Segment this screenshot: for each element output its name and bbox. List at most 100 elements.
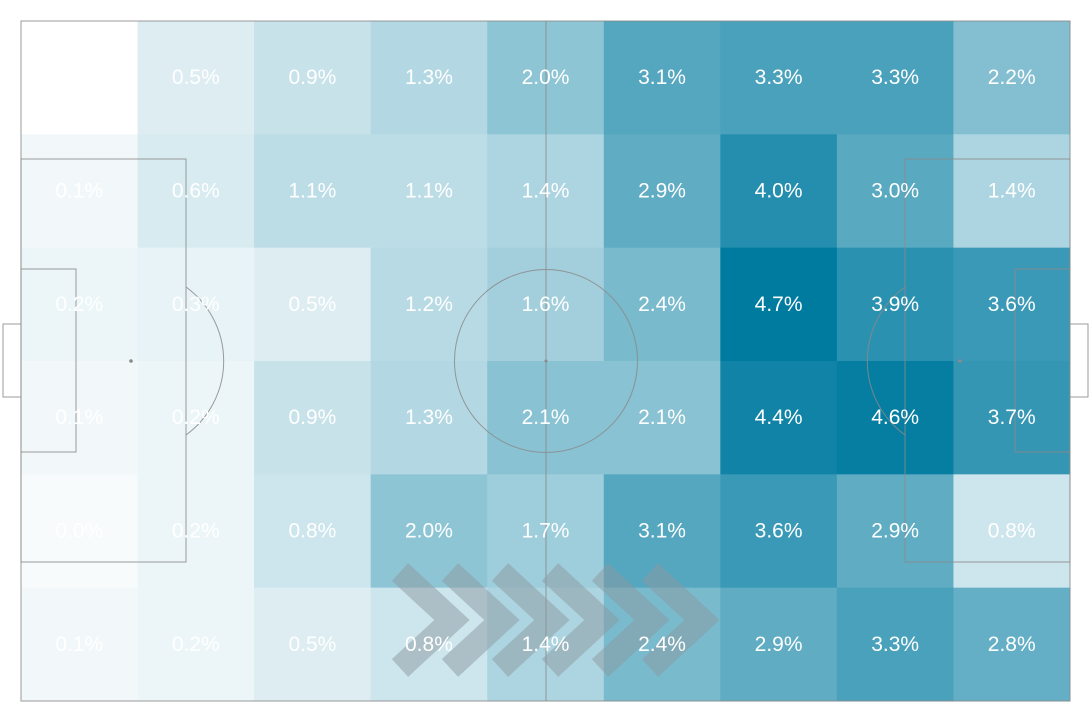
heatmap-cell <box>836 587 954 702</box>
right-goal <box>1069 323 1089 398</box>
cell-value-label: 2.0% <box>405 520 453 543</box>
attack-direction-arrows <box>391 563 720 677</box>
cell-value-label: 1.4% <box>522 180 570 203</box>
cell-value-label: 2.9% <box>871 520 919 543</box>
cell-value-label: 3.3% <box>755 66 803 89</box>
cell-value-label: 1.6% <box>522 293 570 316</box>
heatmap-cell <box>603 361 721 475</box>
heatmap-cell <box>720 21 838 135</box>
cell-value-label: 0.2% <box>55 293 103 316</box>
cell-value-label: 3.6% <box>755 520 803 543</box>
chevron-right-icon <box>441 563 520 677</box>
cell-value-label: 1.4% <box>522 633 570 656</box>
cell-value-label: 0.8% <box>988 520 1036 543</box>
heatmap-cell <box>21 474 139 589</box>
left-penalty-arc <box>185 286 225 436</box>
cell-value-label: 3.3% <box>871 633 919 656</box>
right-penalty-arc <box>866 286 906 436</box>
cell-value-label: 0.1% <box>55 633 103 656</box>
heatmap-cell <box>953 474 1071 589</box>
cell-value-label: 0.5% <box>172 66 220 89</box>
heatmap-cell <box>953 247 1071 362</box>
cell-value-label: 0.8% <box>288 520 336 543</box>
chevron-right-icon <box>491 563 570 677</box>
heatmap-cell <box>137 474 255 589</box>
heatmap-cell <box>370 247 488 362</box>
heatmap-cell <box>254 134 372 249</box>
cell-value-label: 2.0% <box>522 66 570 89</box>
heatmap-cell <box>836 474 954 589</box>
cell-value-label: 0.3% <box>172 293 220 316</box>
heatmap-cell <box>21 21 139 135</box>
cell-value-label: 0.2% <box>172 406 220 429</box>
cell-value-label: 3.0% <box>871 180 919 203</box>
heatmap-cell <box>137 587 255 702</box>
heatmap-cell <box>370 361 488 475</box>
cell-value-label: 0.5% <box>288 293 336 316</box>
chevron-right-icon <box>541 563 620 677</box>
chevron-right-icon <box>641 563 720 677</box>
cell-value-label: 2.9% <box>638 180 686 203</box>
cell-value-label: 0.9% <box>288 406 336 429</box>
left-goal <box>2 323 22 398</box>
cell-value-label: 0.2% <box>172 633 220 656</box>
pitch-markings <box>2 20 1089 702</box>
cell-value-label: 4.0% <box>755 180 803 203</box>
heatmap-cell <box>254 474 372 589</box>
chevron-right-icon <box>591 563 670 677</box>
cell-value-label: 1.7% <box>522 520 570 543</box>
cell-value-label: 3.1% <box>638 66 686 89</box>
cell-value-label: 0.9% <box>288 66 336 89</box>
cell-value-label: 3.6% <box>988 293 1036 316</box>
heatmap-cell <box>370 134 488 249</box>
heatmap-cell <box>137 361 255 475</box>
left-penalty-spot <box>129 359 133 363</box>
cell-value-label: 0.0% <box>55 520 103 543</box>
cell-value-label: 0.2% <box>172 520 220 543</box>
heatmap-cell <box>836 134 954 249</box>
heatmap-cell <box>836 21 954 135</box>
cell-value-label: 2.9% <box>755 633 803 656</box>
heatmap-cell <box>254 247 372 362</box>
heatmap-cell <box>21 587 139 702</box>
cell-value-label: 2.4% <box>638 633 686 656</box>
cell-value-label: 1.3% <box>405 406 453 429</box>
cell-value-label: 2.8% <box>988 633 1036 656</box>
heatmap-cell <box>836 247 954 362</box>
heatmap-cell <box>370 21 488 135</box>
cell-value-label: 1.3% <box>405 66 453 89</box>
cell-labels: 0.5% 0.9% 1.3% 2.0% 3.1% 3.3% 3.3% 2.2% 0.1% 0.6%… <box>55 66 1035 656</box>
heatmap-cell <box>953 21 1071 135</box>
cell-value-label: 4.4% <box>755 406 803 429</box>
cell-value-label: 1.1% <box>288 180 336 203</box>
cell-value-label: 2.4% <box>638 293 686 316</box>
heatmap-cell <box>836 361 954 475</box>
heatmap-cell <box>720 361 838 475</box>
cell-value-label: 3.1% <box>638 520 686 543</box>
heatmap-cell <box>720 474 838 589</box>
cell-value-label: 1.4% <box>988 180 1036 203</box>
heatmap-cell <box>720 247 838 362</box>
cell-value-label: 1.1% <box>405 180 453 203</box>
heatmap-cell <box>953 134 1071 249</box>
cell-value-label: 0.5% <box>288 633 336 656</box>
cell-value-label: 2.2% <box>988 66 1036 89</box>
cell-value-label: 3.9% <box>871 293 919 316</box>
centre-spot <box>544 359 548 363</box>
heatmap-cell <box>370 474 488 589</box>
cell-value-label: 0.1% <box>55 180 103 203</box>
cell-value-label: 2.1% <box>638 406 686 429</box>
cell-value-label: 3.3% <box>871 66 919 89</box>
cell-value-label: 2.1% <box>522 406 570 429</box>
cell-value-label: 3.7% <box>988 406 1036 429</box>
heatmap-cell <box>603 134 721 249</box>
heatmap-cell <box>21 361 139 475</box>
cell-value-label: 1.2% <box>405 293 453 316</box>
centre-circle <box>454 269 638 453</box>
heatmap-cell <box>254 361 372 475</box>
chevron-right-icon <box>391 563 470 677</box>
heatmap-cell <box>720 587 838 702</box>
cell-value-label: 0.6% <box>172 180 220 203</box>
cell-value-label: 0.8% <box>405 633 453 656</box>
